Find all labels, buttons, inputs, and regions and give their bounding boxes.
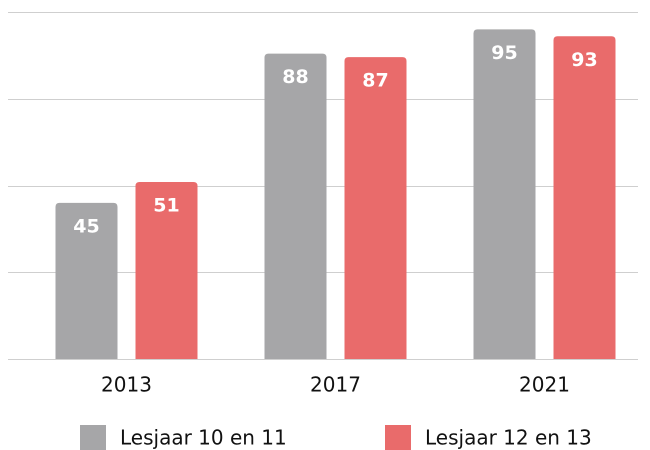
data-label: 88 bbox=[282, 66, 308, 88]
data-label: 51 bbox=[153, 195, 179, 217]
data-label: 87 bbox=[362, 70, 388, 92]
legend-swatch bbox=[385, 425, 411, 450]
x-tick-label: 2021 bbox=[519, 373, 570, 397]
x-tick-label: 2017 bbox=[310, 373, 361, 397]
data-label: 95 bbox=[491, 42, 517, 64]
x-tick-label: 2013 bbox=[101, 373, 152, 397]
legend-swatch bbox=[80, 425, 106, 450]
bar bbox=[553, 36, 616, 359]
bar bbox=[135, 182, 198, 359]
legend-label: Lesjaar 10 en 11 bbox=[120, 426, 287, 450]
bar bbox=[473, 29, 536, 359]
data-label: 45 bbox=[73, 215, 99, 237]
data-label: 93 bbox=[571, 49, 597, 71]
legend-label: Lesjaar 12 en 13 bbox=[425, 426, 592, 450]
bar bbox=[344, 57, 407, 360]
bar bbox=[264, 53, 327, 359]
bar bbox=[55, 202, 118, 359]
